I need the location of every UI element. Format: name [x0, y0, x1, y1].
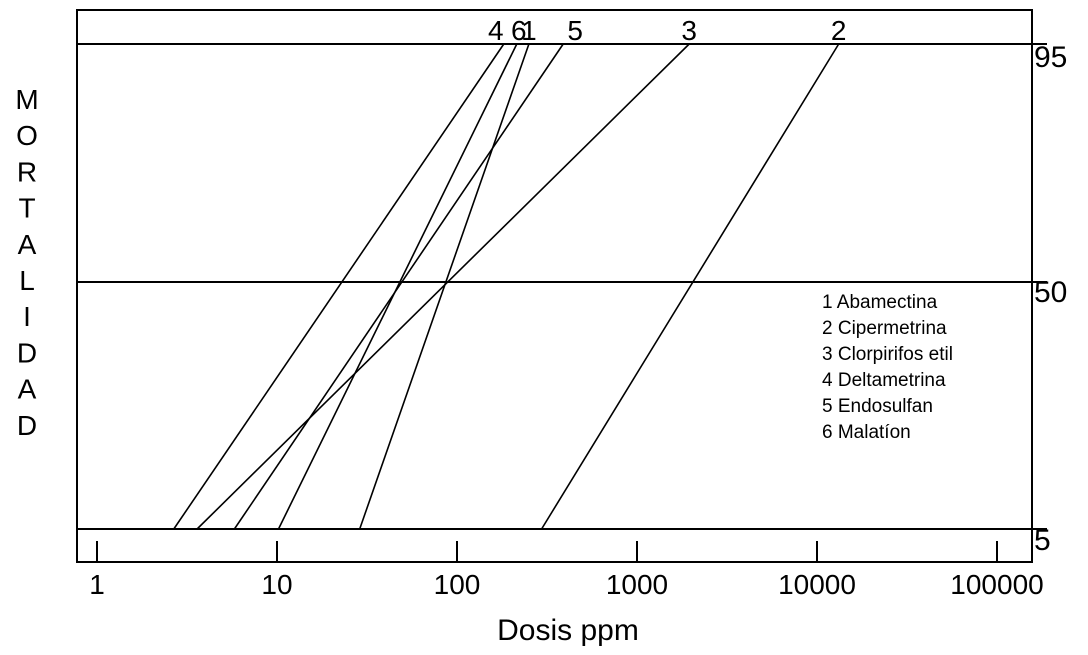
series-line-6: [277, 43, 518, 530]
horizontal-reference-lines: [77, 43, 1047, 530]
series-label-6: 6: [511, 15, 527, 46]
legend-entry: 6 Malatíon: [822, 422, 911, 443]
series-label-4: 4: [488, 15, 504, 46]
series-labels: 1 2 3 4 5 6: [488, 15, 846, 46]
series-line-4: [173, 43, 505, 530]
y-tick-label-95: 95: [1034, 41, 1067, 74]
y-axis-title-letter: O: [16, 120, 38, 151]
plot-frame: [76, 9, 1033, 563]
x-tick-label: 100000: [950, 569, 1043, 600]
y-axis-title-letter: M: [15, 84, 38, 115]
x-tick-label: 1: [89, 569, 105, 600]
x-tick-label: 1000: [606, 569, 668, 600]
x-tick-label: 10: [261, 569, 292, 600]
series-label-1: 1: [521, 15, 537, 46]
y-axis-title-letter: I: [23, 301, 31, 332]
y-axis-title-letter: D: [17, 410, 37, 441]
series-line-2: [540, 43, 840, 530]
y-axis-title-letter: R: [17, 156, 37, 187]
series-line-5: [233, 43, 564, 530]
series-label-5: 5: [567, 15, 583, 46]
series-label-2: 2: [831, 15, 847, 46]
legend-entry: 3 Clorpirifos etil: [822, 344, 953, 365]
y-axis-right: 5 50 95: [1034, 41, 1067, 557]
y-tick-label-50: 50: [1034, 276, 1067, 309]
y-axis-title-letter: A: [18, 374, 37, 405]
y-axis-title-letter: D: [17, 337, 37, 368]
legend: 1 Abamectina 2 Cipermetrina 3 Clorpirifos …: [822, 292, 953, 443]
x-axis: 1 10 100 1000 10000 100000: [89, 541, 1044, 600]
series-lines: [173, 43, 840, 530]
x-axis-title: Dosis ppm: [497, 614, 639, 647]
legend-entry: 4 Deltametrina: [822, 370, 946, 391]
series-line-1: [358, 43, 530, 530]
x-tick-label: 10000: [778, 569, 856, 600]
series-label-3: 3: [681, 15, 697, 46]
y-tick-label-5: 5: [1034, 524, 1051, 557]
legend-entry: 5 Endosulfan: [822, 396, 933, 417]
legend-entry: 2 Cipermetrina: [822, 318, 947, 339]
legend-entry: 1 Abamectina: [822, 292, 938, 313]
y-axis-title-letter: T: [18, 193, 35, 224]
y-axis-title-letter: A: [18, 229, 37, 260]
y-axis-title-letter: L: [19, 265, 35, 296]
x-tick-label: 100: [434, 569, 481, 600]
series-line-3: [196, 43, 690, 530]
